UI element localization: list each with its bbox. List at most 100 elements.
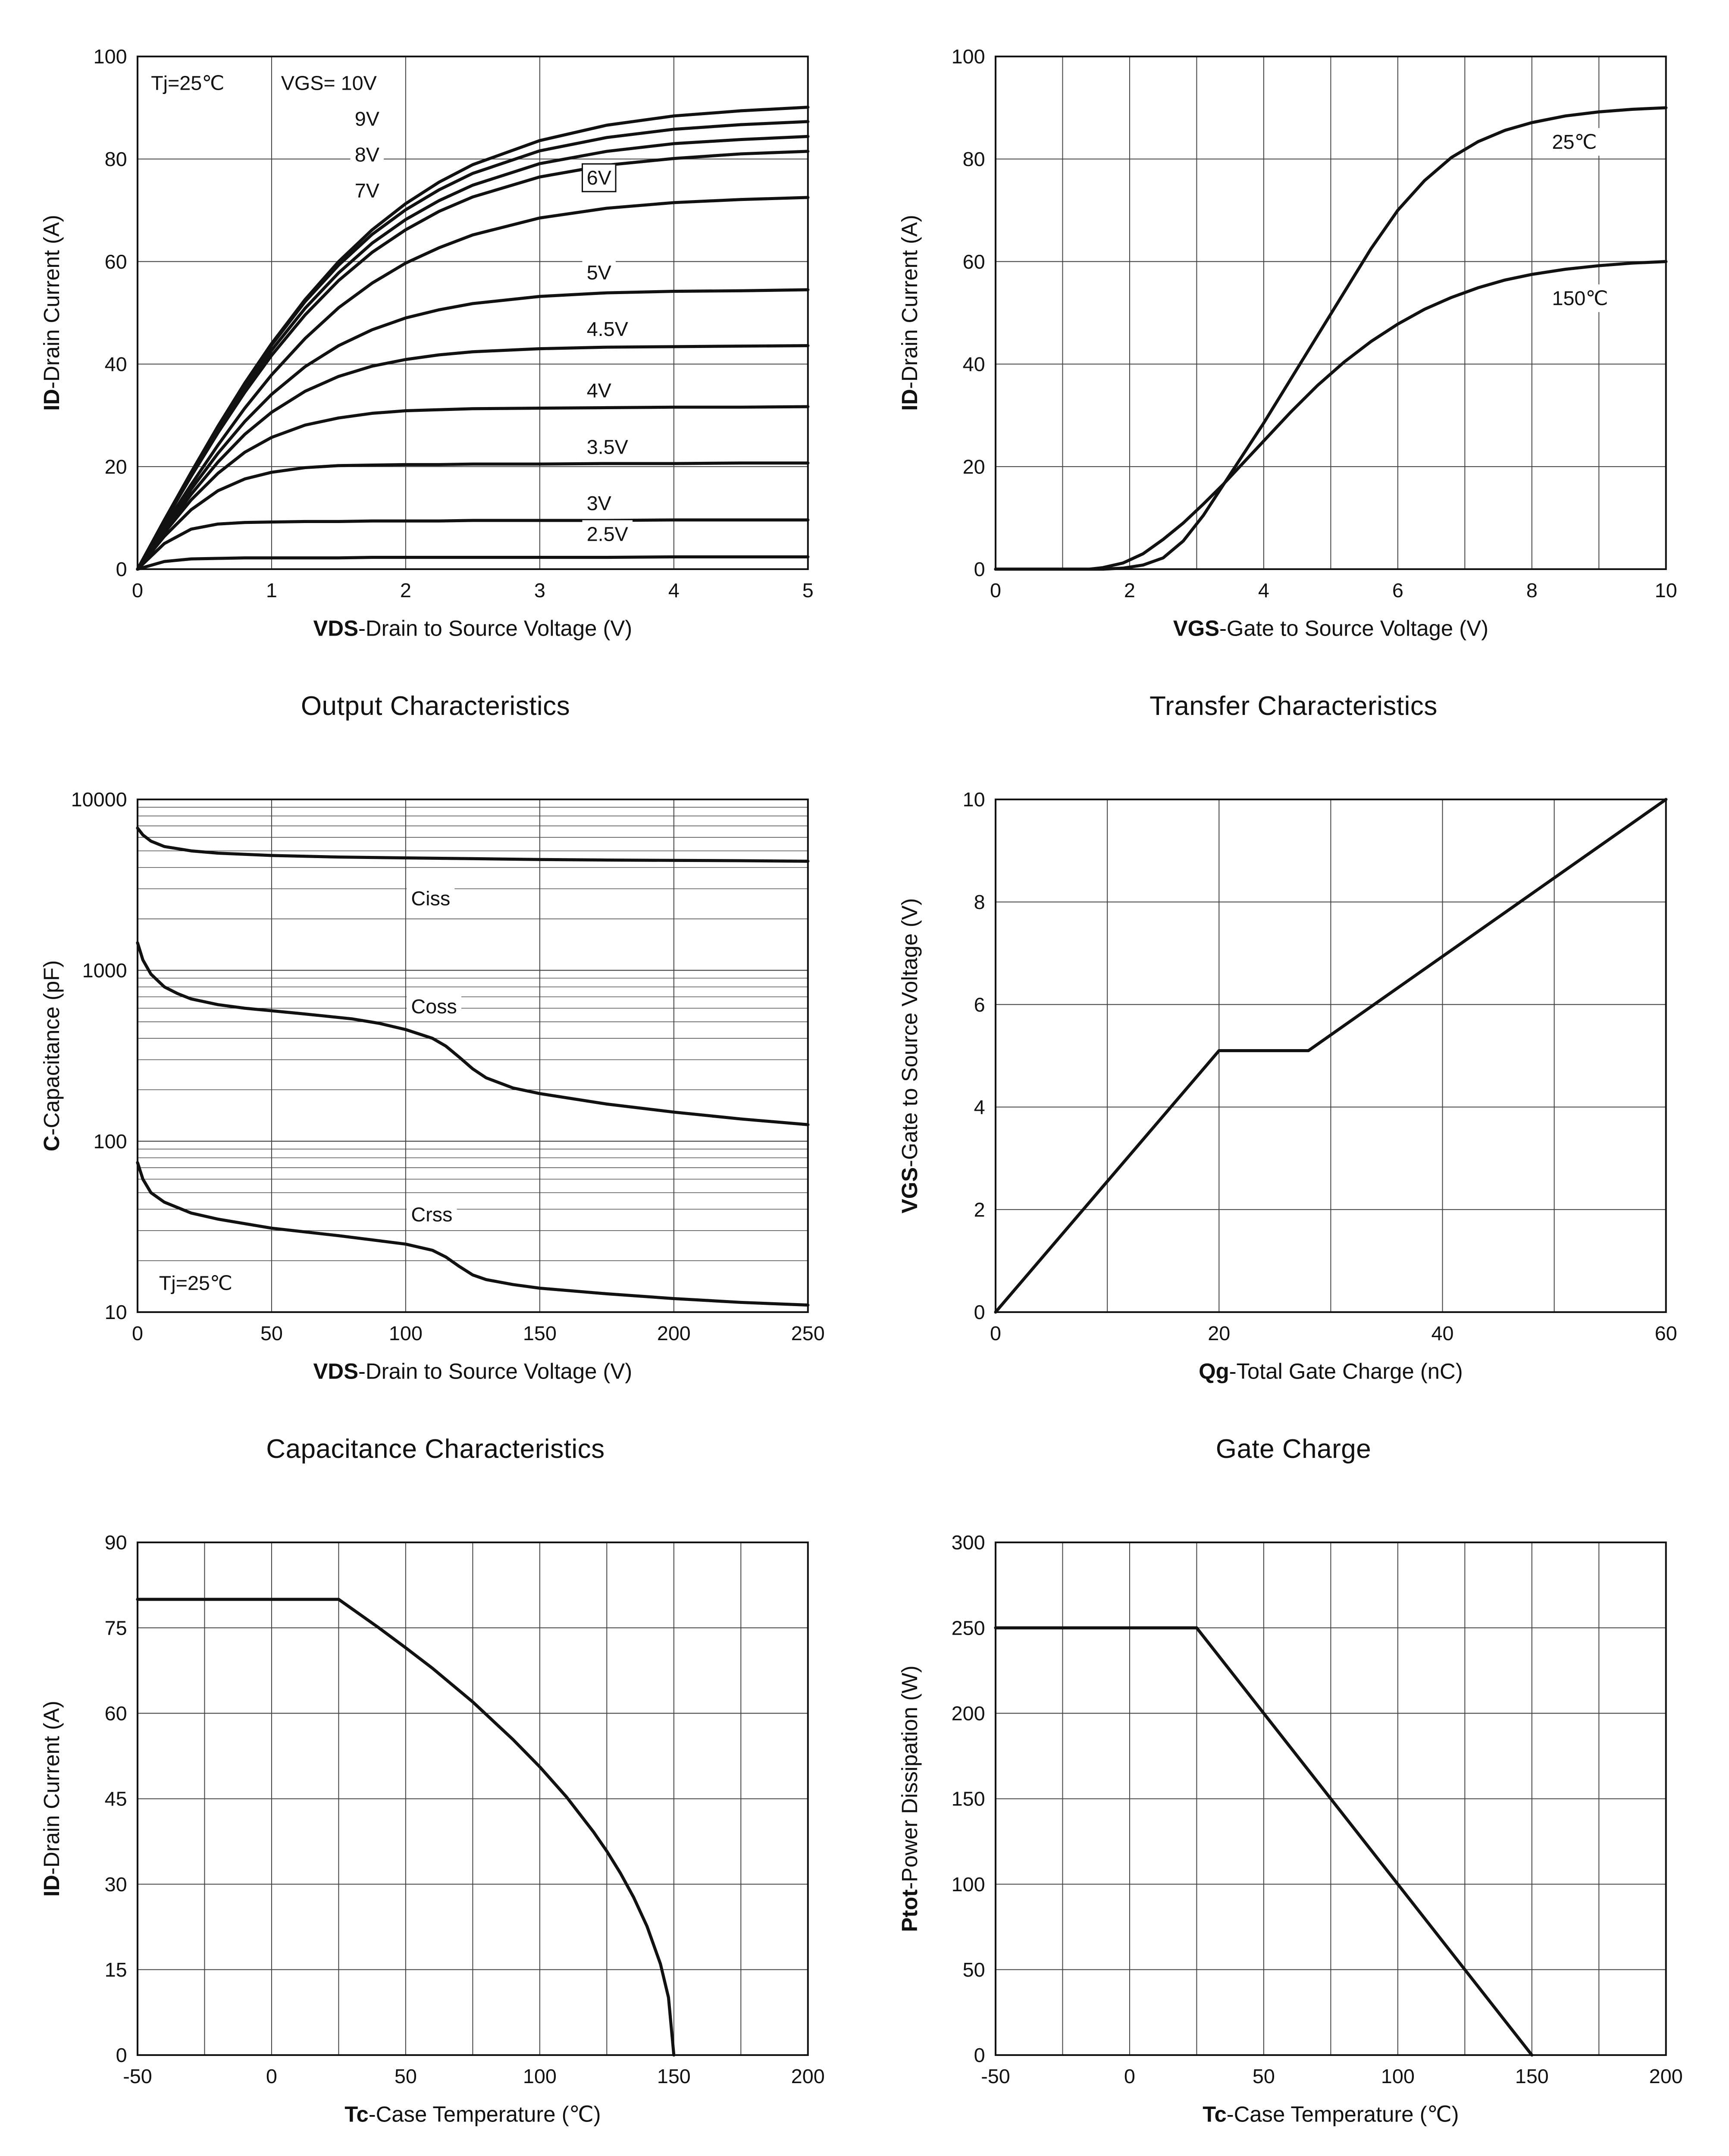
svg-text:200: 200 [791, 2065, 825, 2087]
y-axis-label: Ptot-Power Dissipation (W) [897, 1665, 922, 1932]
svg-text:3V: 3V [587, 492, 611, 514]
svg-text:50: 50 [260, 1322, 283, 1344]
svg-text:40: 40 [963, 353, 985, 376]
capacitance-characteristics-plot: 0 50 100 150 200 250 10 100 1000 10000 VDS-Drain t… [30, 773, 841, 1422]
svg-text:8V: 8V [355, 144, 379, 166]
svg-text:200: 200 [657, 1322, 691, 1344]
svg-text:0: 0 [116, 2044, 127, 2066]
svg-text:Ciss: Ciss [411, 887, 450, 910]
svg-text:2.5V: 2.5V [587, 523, 628, 545]
chart-canvas: -50 0 50 100 150 200050100150200250300Tc-Case… [897, 1531, 1683, 2126]
annotation: 25℃ [1547, 128, 1602, 156]
annotation: 3.5V [582, 433, 633, 461]
svg-text:2: 2 [400, 579, 411, 602]
svg-text:60: 60 [105, 251, 127, 273]
svg-text:5: 5 [802, 579, 814, 602]
svg-text:100: 100 [952, 1873, 985, 1896]
svg-text:45: 45 [105, 1788, 127, 1810]
svg-text:200: 200 [1649, 2065, 1683, 2087]
svg-text:0: 0 [132, 1322, 143, 1344]
svg-text:150: 150 [523, 1322, 557, 1344]
svg-text:100: 100 [952, 45, 985, 68]
output-characteristics-plot: 0 1 2 3 4 5 0 20 40 60 80 100 VDS-Drain to Source Vo… [30, 30, 841, 679]
x-axis-label: Tc-Case Temperature (℃) [1203, 2102, 1459, 2126]
series-25C [994, 106, 1668, 571]
plot-border [136, 55, 809, 570]
svg-text:VGS= 10V: VGS= 10V [281, 72, 377, 94]
chart-canvas: 0 20 40 60 0 2 4 6 8 10 Qg-Total Gate Charge (nC) V… [897, 788, 1677, 1383]
current-dissipation-chart: -50 0 50 100 150 200 0 15 30 45 60 75 90 Tc-Case Temp… [30, 1516, 841, 2156]
svg-text:30: 30 [105, 1873, 127, 1896]
svg-text:6V: 6V [587, 166, 611, 189]
svg-text:40: 40 [105, 353, 127, 376]
svg-text:6: 6 [1392, 579, 1403, 602]
transfer-characteristics-caption: Transfer Characteristics [1150, 691, 1438, 721]
plot-border [994, 55, 1667, 570]
svg-text:10: 10 [963, 788, 985, 811]
power-dissipation-plot: -50 0 50 100 150 200 0 50 100 150 200 250 300 Tc-Case… [888, 1516, 1699, 2156]
svg-text:4: 4 [1258, 579, 1269, 602]
svg-text:Tj=25℃: Tj=25℃ [159, 1272, 233, 1294]
y-axis-label: ID-Drain Current (A) [897, 215, 922, 411]
annotation: Crss [407, 1200, 457, 1228]
svg-text:9V: 9V [355, 107, 379, 130]
x-axis-label: Qg-Total Gate Charge (nC) [1199, 1359, 1463, 1383]
annotation: 150℃ [1547, 284, 1613, 312]
charts-grid: 0 1 2 3 4 5 0 20 40 60 80 100 VDS-Drain to Source Vo… [30, 30, 1699, 2156]
chart-canvas: 0 50 100 150 200 250 10 100 1000 10000 VDS-Drain t… [39, 788, 825, 1383]
x-axis-label: VGS-Gate to Source Voltage (V) [1173, 616, 1488, 640]
svg-text:20: 20 [105, 455, 127, 478]
svg-text:4V: 4V [587, 379, 611, 402]
series-Ciss [136, 826, 810, 863]
svg-text:60: 60 [1655, 1322, 1677, 1344]
svg-text:Crss: Crss [411, 1203, 452, 1225]
series-Coss [136, 941, 810, 1126]
series-VGS=7V [136, 150, 810, 571]
y-axis-label: ID-Drain Current (A) [39, 215, 64, 411]
annotation: Ciss [407, 884, 455, 912]
svg-text:0: 0 [1124, 2065, 1135, 2087]
svg-text:100: 100 [523, 2065, 557, 2087]
plot-border [136, 798, 809, 1313]
series-VGS=5V [136, 288, 810, 571]
svg-text:0: 0 [974, 1301, 985, 1323]
svg-text:Tj=25℃: Tj=25℃ [151, 72, 225, 94]
gridlines [995, 56, 1666, 569]
plot-border [994, 1541, 1667, 2056]
capacitance-characteristics-caption: Capacitance Characteristics [266, 1434, 605, 1464]
svg-text:2: 2 [974, 1198, 985, 1221]
gridlines [995, 799, 1666, 1312]
x-axis-label: Tc-Case Temperature (℃) [345, 2102, 601, 2126]
svg-text:60: 60 [105, 1702, 127, 1725]
svg-text:4: 4 [668, 579, 680, 602]
svg-text:80: 80 [963, 148, 985, 170]
svg-text:Coss: Coss [411, 995, 457, 1018]
series-id-derating [136, 1598, 676, 2057]
svg-text:0: 0 [990, 1322, 1001, 1344]
annotation: 2.5V [582, 520, 633, 548]
svg-text:6: 6 [974, 993, 985, 1016]
svg-text:0: 0 [990, 579, 1001, 602]
svg-text:25℃: 25℃ [1552, 131, 1597, 153]
series-VGS=3.5V [136, 461, 810, 571]
annotation: 7V [350, 176, 384, 205]
svg-text:2: 2 [1124, 579, 1135, 602]
svg-text:100: 100 [94, 45, 127, 68]
series-VGS=10V [136, 106, 810, 571]
svg-text:3.5V: 3.5V [587, 436, 628, 458]
annotation: 4.5V [582, 315, 633, 343]
x-axis-label: VDS-Drain to Source Voltage (V) [313, 616, 633, 640]
svg-text:20: 20 [963, 455, 985, 478]
annotation: 4V [582, 376, 616, 404]
svg-text:10: 10 [1655, 579, 1677, 602]
annotation: Tj=25℃ [146, 69, 229, 97]
y-axis-label: C-Capacitance (pF) [39, 960, 64, 1151]
svg-text:4: 4 [974, 1096, 985, 1119]
gridlines [137, 56, 808, 569]
annotation: Coss [407, 992, 461, 1021]
svg-text:100: 100 [1381, 2065, 1415, 2087]
